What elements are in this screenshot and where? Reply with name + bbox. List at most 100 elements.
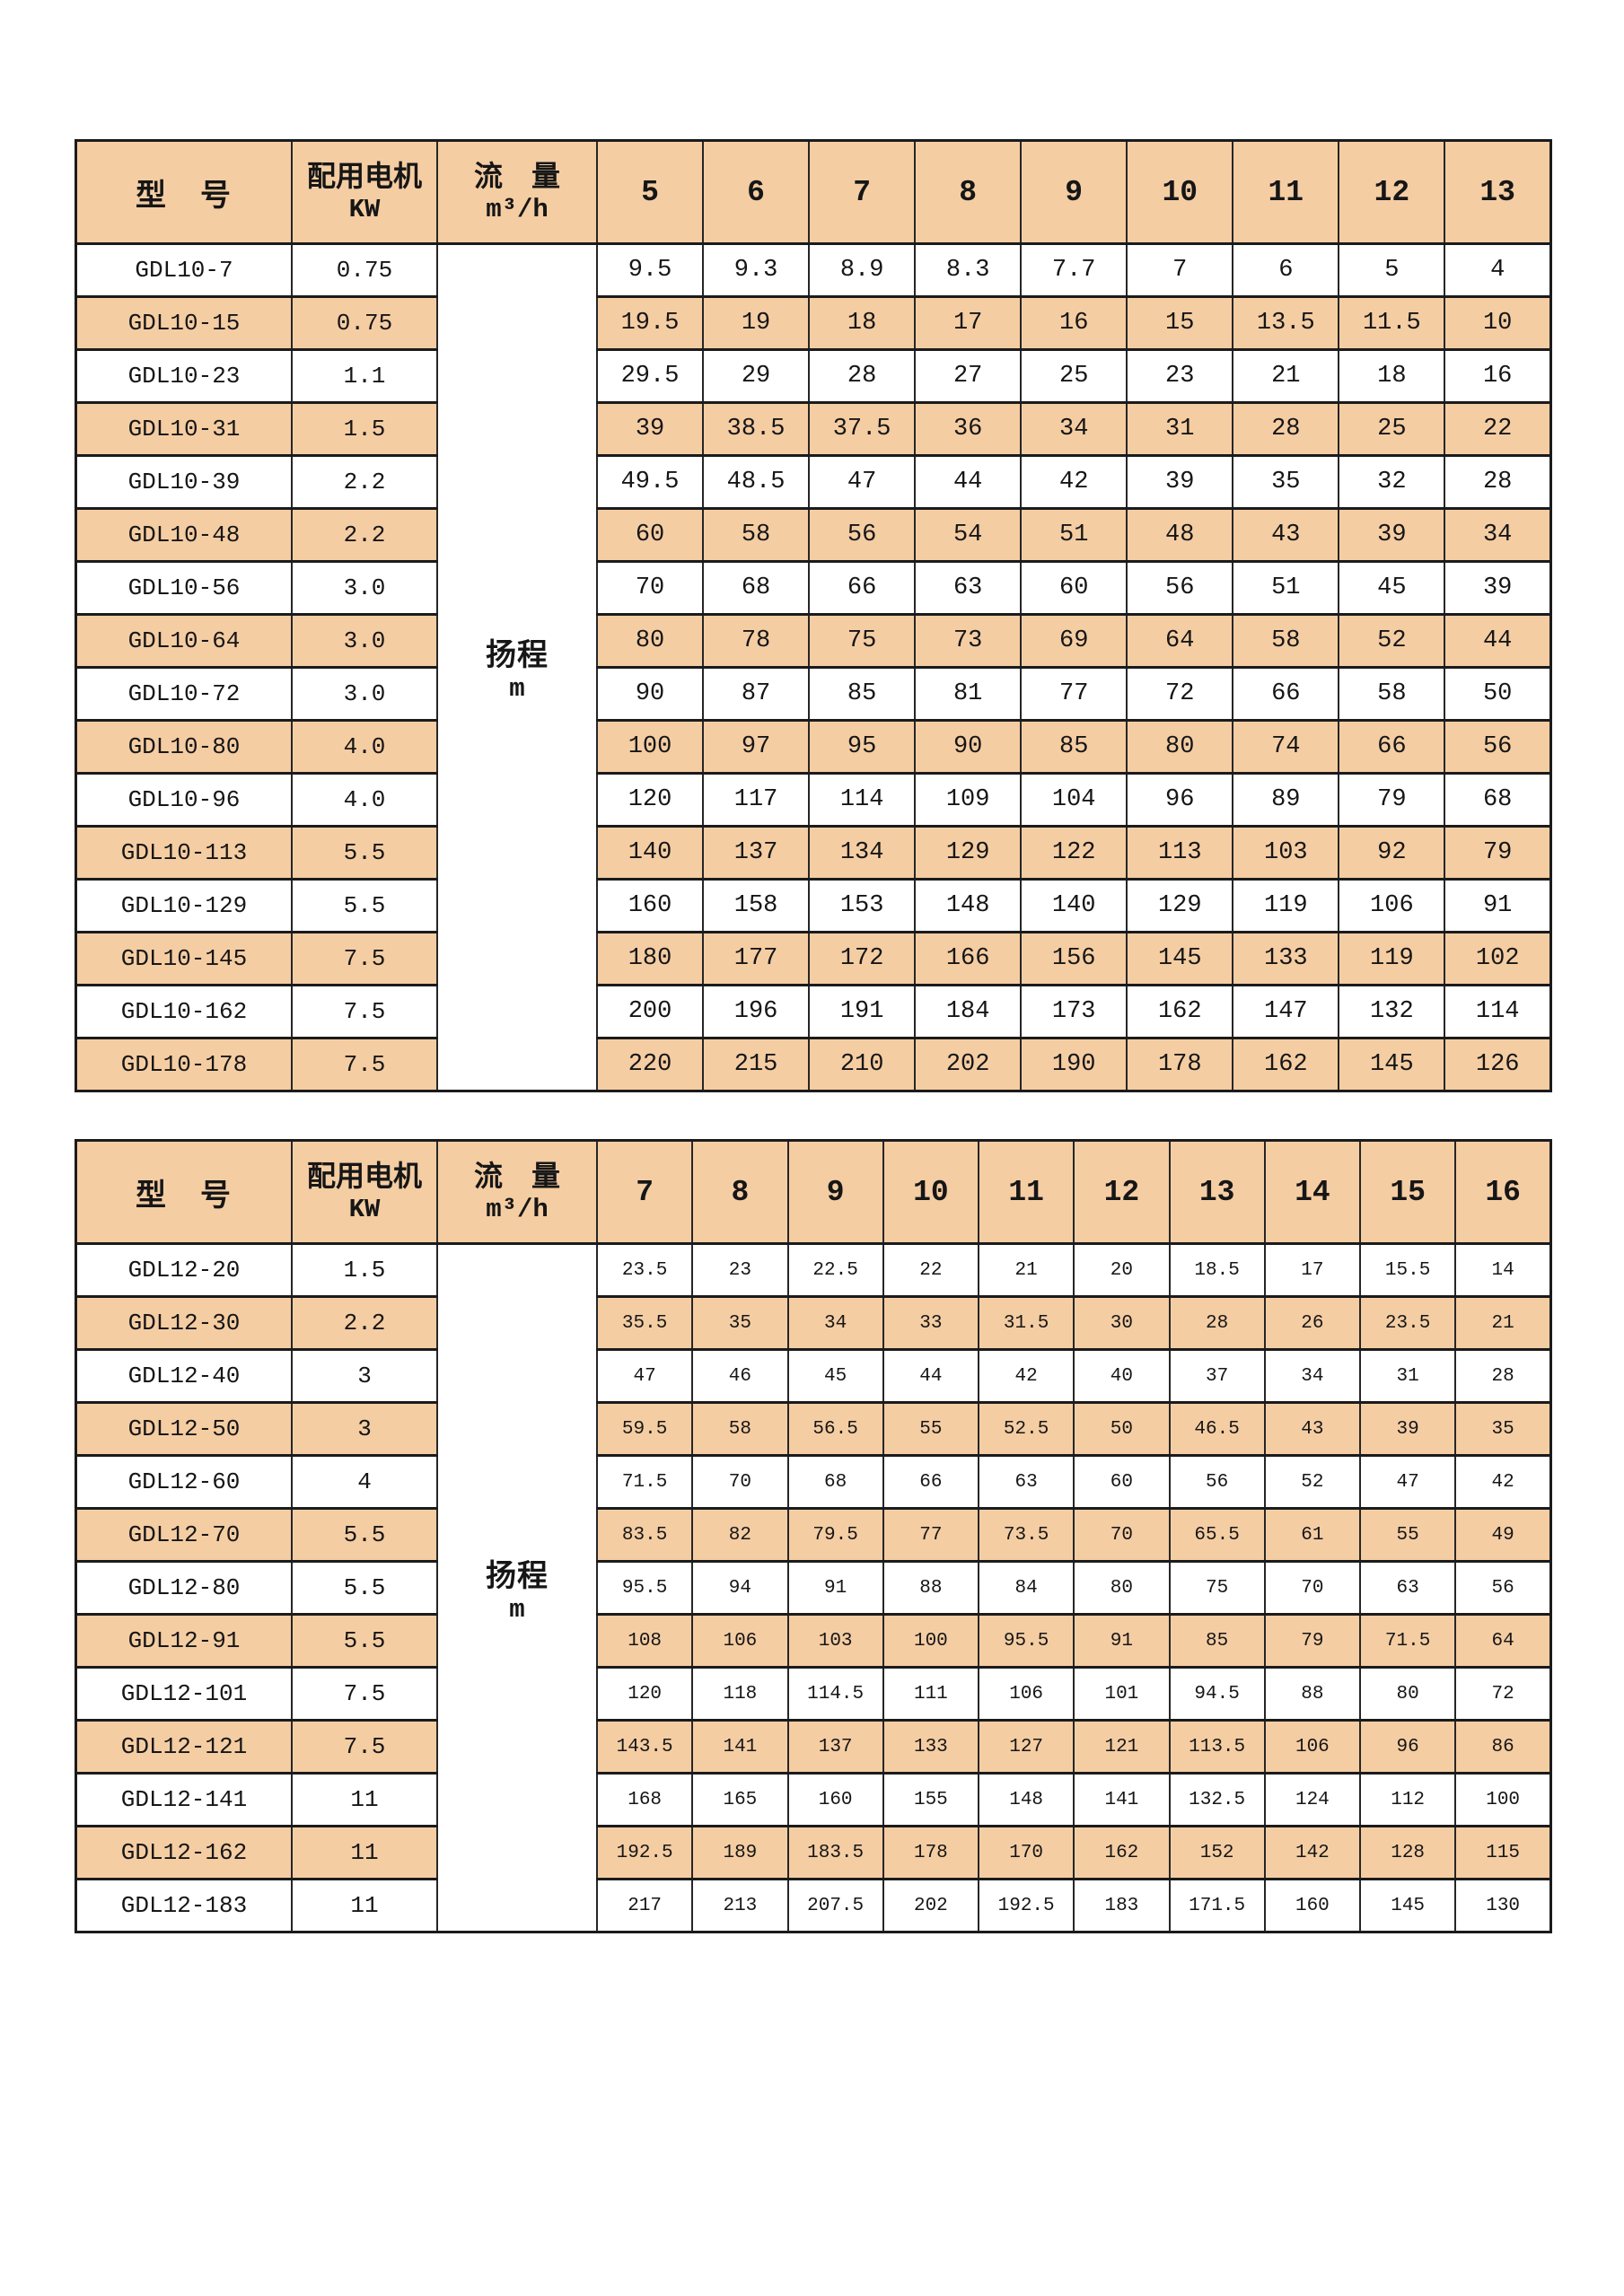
- head-value-cell: 65.5: [1168, 1507, 1266, 1563]
- head-value-cell: 196: [702, 984, 811, 1039]
- head-value-cell: 88: [882, 1560, 980, 1616]
- head-value-cell: 68: [702, 560, 811, 616]
- kw-cell: 1.1: [291, 348, 438, 404]
- head-value-cell: 81: [914, 666, 1023, 722]
- head-value-cell: 96: [1358, 1719, 1457, 1775]
- head-value-cell: 162: [1126, 984, 1234, 1039]
- head-value-cell: 86: [1454, 1719, 1552, 1775]
- head-value-cell: 119: [1232, 878, 1340, 933]
- head-value-cell: 142: [1263, 1825, 1362, 1880]
- head-value-cell: 128: [1358, 1825, 1457, 1880]
- head-value-cell: 160: [786, 1772, 884, 1827]
- head-value-cell: 46.5: [1168, 1401, 1266, 1457]
- head-value-cell: 106: [1338, 878, 1446, 933]
- head-value-cell: 202: [914, 1037, 1023, 1092]
- head-value-cell: 48: [1126, 507, 1234, 563]
- model-cell: GDL12-80: [75, 1560, 293, 1616]
- model-cell: GDL12-30: [75, 1295, 293, 1351]
- head-value-cell: 56: [1126, 560, 1234, 616]
- head-value-cell: 49: [1454, 1507, 1552, 1563]
- head-value-cell: 127: [977, 1719, 1075, 1775]
- head-value-cell: 106: [691, 1613, 789, 1669]
- table-row: GDL12-20 1.5 扬程 m 23.5 23 22.5 22 21 20 18.5 17 15.5…: [75, 1242, 1552, 1933]
- head-value-cell: 7: [1126, 242, 1234, 298]
- flow-value-header: 8: [914, 139, 1023, 245]
- flow-unit-label: m³/h: [486, 195, 549, 224]
- head-value-cell: 132: [1338, 984, 1446, 1039]
- head-value-cell: 145: [1338, 1037, 1446, 1092]
- kw-cell: 4: [291, 1454, 438, 1510]
- head-value-cell: 63: [914, 560, 1023, 616]
- head-value-cell: 42: [977, 1348, 1075, 1404]
- head-value-cell: 114: [1444, 984, 1552, 1039]
- head-value-cell: 22: [1444, 401, 1552, 457]
- head-value-cell: 85: [808, 666, 917, 722]
- pump-table-gdl12-section: 型 号配用电机 KW 流 量 m³/h 7 8 9 10 11 12 13 14 15 16 GDL12-2…: [75, 1139, 1552, 1933]
- head-value-cell: 100: [1454, 1772, 1552, 1827]
- table-row: GDL10-72 3.0 90 87 85 81 77 72 66 58 50: [75, 666, 1552, 722]
- head-value-cell: 39: [1126, 454, 1234, 510]
- kw-cell: 7.5: [291, 1037, 438, 1092]
- head-value-cell: 56: [808, 507, 917, 563]
- head-value-cell: 30: [1073, 1295, 1171, 1351]
- model-cell: GDL10-48: [75, 507, 293, 563]
- head-value-cell: 73.5: [977, 1507, 1075, 1563]
- head-value-cell: 113: [1126, 825, 1234, 881]
- head-value-cell: 61: [1263, 1507, 1362, 1563]
- model-cell: GDL10-7: [75, 242, 293, 298]
- head-value-cell: 148: [977, 1772, 1075, 1827]
- head-value-cell: 38.5: [702, 401, 811, 457]
- model-cell: GDL12-101: [75, 1666, 293, 1722]
- head-unit-cell: 扬程 m: [436, 242, 598, 1092]
- head-value-cell: 58: [1232, 613, 1340, 669]
- head-value-cell: 19.5: [595, 295, 705, 351]
- head-value-cell: 18: [1338, 348, 1446, 404]
- head-value-cell: 78: [702, 613, 811, 669]
- head-value-cell: 87: [702, 666, 811, 722]
- head-value-cell: 114.5: [786, 1666, 884, 1722]
- head-value-cell: 21: [1454, 1295, 1552, 1351]
- model-cell: GDL10-178: [75, 1037, 293, 1092]
- head-value-cell: 18: [808, 295, 917, 351]
- head-value-cell: 44: [1444, 613, 1552, 669]
- head-value-cell: 115: [1454, 1825, 1552, 1880]
- head-value-cell: 90: [914, 719, 1023, 775]
- model-cell: GDL10-23: [75, 348, 293, 404]
- head-value-cell: 68: [786, 1454, 884, 1510]
- head-value-cell: 71.5: [595, 1454, 694, 1510]
- kw-cell: 5.5: [291, 825, 438, 881]
- head-value-cell: 56: [1168, 1454, 1266, 1510]
- head-value-cell: 66: [1232, 666, 1340, 722]
- head-value-cell: 122: [1020, 825, 1128, 881]
- head-value-cell: 80: [1358, 1666, 1457, 1722]
- kw-cell: 4.0: [291, 772, 438, 828]
- head-unit-label: m: [509, 674, 525, 704]
- head-value-cell: 34: [1020, 401, 1128, 457]
- model-cell: GDL12-183: [75, 1878, 293, 1933]
- head-value-cell: 97: [702, 719, 811, 775]
- flow-value-header: 12: [1073, 1139, 1171, 1245]
- head-value-cell: 28: [1168, 1295, 1266, 1351]
- head-value-cell: 140: [595, 825, 705, 881]
- head-value-cell: 44: [882, 1348, 980, 1404]
- flow-value-header: 16: [1454, 1139, 1552, 1245]
- head-unit-cell: 扬程 m: [436, 1242, 598, 1933]
- table-row: GDL10-145 7.5 180 177 172 166 156 145 133 119 102: [75, 931, 1552, 986]
- head-value-cell: 56: [1444, 719, 1552, 775]
- head-value-cell: 129: [914, 825, 1023, 881]
- model-cell: GDL10-129: [75, 878, 293, 933]
- head-value-cell: 100: [882, 1613, 980, 1669]
- head-value-cell: 28: [1232, 401, 1340, 457]
- head-value-cell: 165: [691, 1772, 789, 1827]
- head-value-cell: 79: [1444, 825, 1552, 881]
- head-value-cell: 80: [595, 613, 705, 669]
- head-value-cell: 134: [808, 825, 917, 881]
- head-value-cell: 73: [914, 613, 1023, 669]
- head-value-cell: 180: [595, 931, 705, 986]
- flow-value-header: 5: [595, 139, 705, 245]
- head-value-cell: 45: [1338, 560, 1446, 616]
- head-value-cell: 153: [808, 878, 917, 933]
- head-value-cell: 49.5: [595, 454, 705, 510]
- head-value-cell: 50: [1073, 1401, 1171, 1457]
- table-row: GDL12-50 3 59.5 58 56.5 55 52.5 50 46.5 43 39 35: [75, 1401, 1552, 1457]
